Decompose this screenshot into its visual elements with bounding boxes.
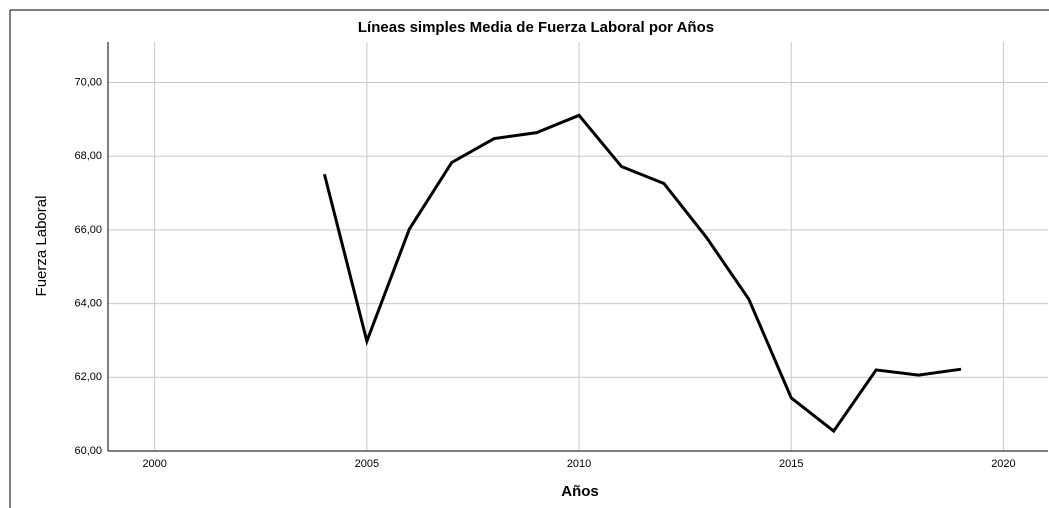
y-axis-label: Fuerza Laboral bbox=[33, 196, 50, 297]
y-tick-label: 64,00 bbox=[74, 298, 102, 310]
y-tick-label: 66,00 bbox=[74, 224, 102, 236]
chart-title: Líneas simples Media de Fuerza Laboral p… bbox=[358, 19, 714, 36]
x-tick-label: 2005 bbox=[355, 458, 379, 470]
x-tick-label: 2000 bbox=[142, 458, 166, 470]
x-axis-label: Años bbox=[561, 483, 599, 500]
y-tick-label: 60,00 bbox=[74, 445, 102, 457]
y-tick-label: 68,00 bbox=[74, 150, 102, 162]
line-series bbox=[322, 113, 962, 434]
x-tick-label: 2015 bbox=[779, 458, 803, 470]
y-tick-label: 62,00 bbox=[74, 371, 102, 383]
y-tick-label: 70,00 bbox=[74, 76, 102, 88]
x-tick-label: 2010 bbox=[567, 458, 591, 470]
x-tick-label: 2020 bbox=[991, 458, 1015, 470]
